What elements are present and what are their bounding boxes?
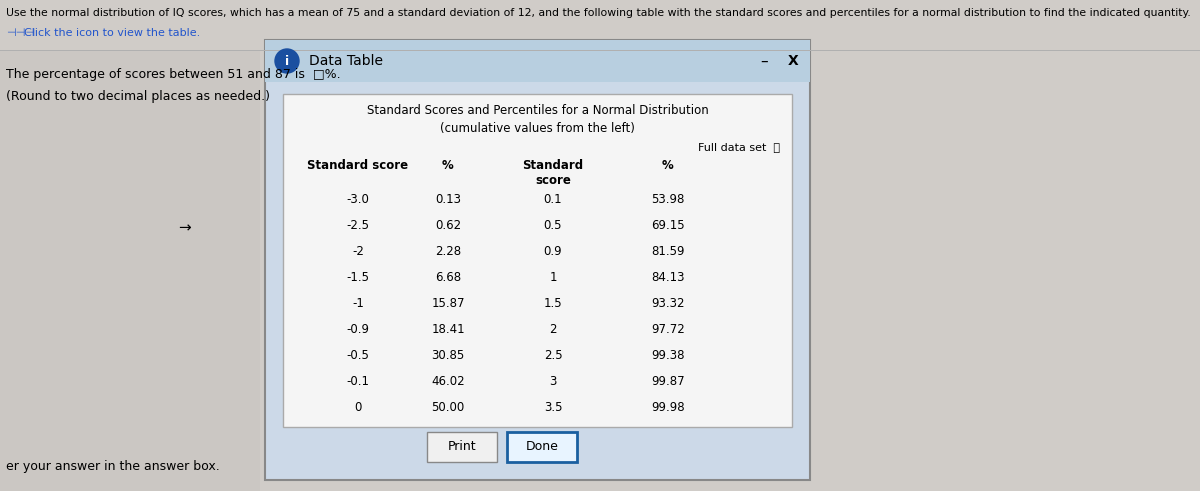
- Text: Click the icon to view the table.: Click the icon to view the table.: [24, 28, 200, 38]
- Text: Full data set  ⧉: Full data set ⧉: [698, 142, 780, 152]
- Text: 0.5: 0.5: [544, 219, 563, 232]
- Bar: [0, 51, 260, 491]
- Text: -0.1: -0.1: [347, 375, 370, 388]
- Text: -2: -2: [352, 245, 364, 258]
- Text: 93.32: 93.32: [652, 297, 685, 310]
- Text: -1: -1: [352, 297, 364, 310]
- Text: Done: Done: [526, 440, 558, 454]
- Text: (Round to two decimal places as needed.): (Round to two decimal places as needed.): [6, 90, 270, 103]
- Text: →: →: [178, 220, 191, 235]
- Text: 81.59: 81.59: [652, 245, 685, 258]
- Circle shape: [275, 49, 299, 73]
- Text: 69.15: 69.15: [652, 219, 685, 232]
- Text: -2.5: -2.5: [347, 219, 370, 232]
- Text: –: –: [760, 54, 768, 69]
- Text: Standard score: Standard score: [307, 159, 408, 172]
- Bar: [427, 432, 497, 462]
- Text: 0.1: 0.1: [544, 193, 563, 206]
- Text: ⊣⊣⊣: ⊣⊣⊣: [6, 28, 35, 38]
- Text: 84.13: 84.13: [652, 271, 685, 284]
- Text: -0.9: -0.9: [347, 323, 370, 336]
- Text: 53.98: 53.98: [652, 193, 685, 206]
- Text: -3.0: -3.0: [347, 193, 370, 206]
- Text: Data Table: Data Table: [310, 54, 383, 68]
- Bar: [283, 94, 792, 427]
- Text: %: %: [442, 159, 454, 172]
- Text: 15.87: 15.87: [431, 297, 464, 310]
- Text: 0.62: 0.62: [434, 219, 461, 232]
- Bar: [0, 50, 1200, 51]
- Text: 99.87: 99.87: [652, 375, 685, 388]
- Text: 2.28: 2.28: [434, 245, 461, 258]
- Text: 46.02: 46.02: [431, 375, 464, 388]
- Text: X: X: [788, 54, 799, 68]
- Text: -0.5: -0.5: [347, 349, 370, 362]
- Text: 1.5: 1.5: [544, 297, 563, 310]
- Bar: [265, 40, 810, 82]
- Text: 0.13: 0.13: [436, 193, 461, 206]
- Text: 2: 2: [550, 323, 557, 336]
- Text: 30.85: 30.85: [431, 349, 464, 362]
- Text: 18.41: 18.41: [431, 323, 464, 336]
- Text: %: %: [662, 159, 674, 172]
- Text: Standard Scores and Percentiles for a Normal Distribution: Standard Scores and Percentiles for a No…: [367, 104, 708, 117]
- Text: 50.00: 50.00: [431, 401, 464, 414]
- Text: Standard
score: Standard score: [522, 159, 583, 187]
- Bar: [508, 432, 577, 462]
- Text: 99.38: 99.38: [652, 349, 685, 362]
- Text: 6.68: 6.68: [434, 271, 461, 284]
- Text: er your answer in the answer box.: er your answer in the answer box.: [6, 460, 220, 473]
- Text: Use the normal distribution of IQ scores, which has a mean of 75 and a standard : Use the normal distribution of IQ scores…: [6, 8, 1190, 18]
- Text: 2.5: 2.5: [544, 349, 563, 362]
- Text: 0.9: 0.9: [544, 245, 563, 258]
- Text: 3: 3: [550, 375, 557, 388]
- Text: 0: 0: [354, 401, 361, 414]
- Text: 99.98: 99.98: [652, 401, 685, 414]
- Text: The percentage of scores between 51 and 87 is  □%.: The percentage of scores between 51 and …: [6, 68, 341, 81]
- Text: -1.5: -1.5: [347, 271, 370, 284]
- Text: (cumulative values from the left): (cumulative values from the left): [440, 122, 635, 135]
- Bar: [265, 40, 810, 480]
- Text: 97.72: 97.72: [652, 323, 685, 336]
- Text: i: i: [284, 55, 289, 67]
- Text: Print: Print: [448, 440, 476, 454]
- Text: 1: 1: [550, 271, 557, 284]
- Text: 3.5: 3.5: [544, 401, 563, 414]
